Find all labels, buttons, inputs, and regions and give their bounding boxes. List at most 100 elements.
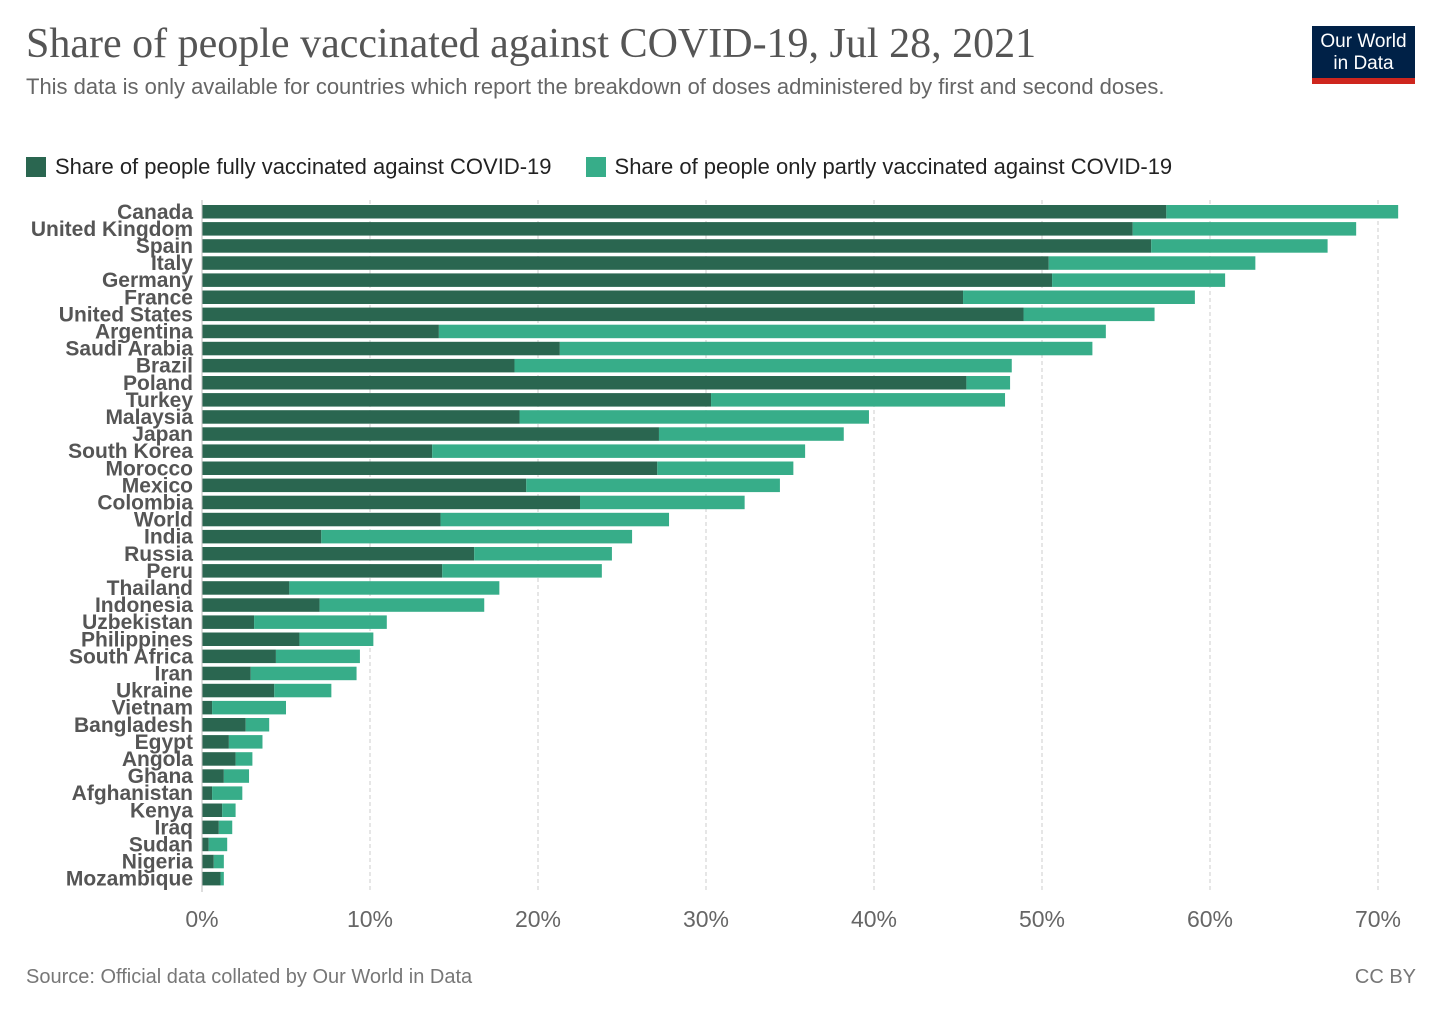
legend-swatch-partly bbox=[585, 157, 606, 177]
bar-fully bbox=[202, 649, 276, 664]
category-label: Philippines bbox=[81, 628, 193, 651]
bar-fully bbox=[202, 581, 290, 595]
legend-item-fully[interactable]: Share of people fully vaccinated against… bbox=[26, 154, 552, 180]
bar-partly bbox=[228, 735, 263, 749]
bar-partly bbox=[432, 444, 806, 458]
x-tick-label: 30% bbox=[683, 906, 729, 932]
legend-label-fully: Share of people fully vaccinated against… bbox=[55, 154, 552, 179]
bar-partly bbox=[440, 512, 670, 527]
category-label: Mozambique bbox=[66, 868, 193, 891]
category-label: India bbox=[144, 526, 193, 549]
category-label: Germany bbox=[102, 269, 193, 292]
bar-partly bbox=[711, 393, 1006, 407]
x-tick-label: 20% bbox=[515, 906, 561, 932]
bar-partly bbox=[1166, 205, 1399, 219]
bar-fully bbox=[202, 410, 520, 424]
x-tick-label: 10% bbox=[347, 906, 393, 932]
bar-partly bbox=[220, 871, 224, 886]
bar-partly bbox=[254, 615, 387, 629]
chart-subtitle: This data is only available for countrie… bbox=[26, 74, 1165, 99]
category-label: Iran bbox=[154, 662, 193, 685]
bar-fully bbox=[202, 752, 236, 766]
bar-partly bbox=[1023, 307, 1155, 322]
bar-partly bbox=[658, 427, 844, 441]
bar-partly bbox=[223, 769, 250, 783]
x-tick-label: 60% bbox=[1187, 906, 1233, 932]
bar-partly bbox=[963, 290, 1195, 304]
logo-line-2: in Data bbox=[1333, 53, 1394, 74]
bar-fully bbox=[202, 564, 443, 578]
bar-fully bbox=[202, 256, 1049, 270]
category-label: Peru bbox=[146, 560, 193, 583]
bar-partly bbox=[1132, 222, 1357, 236]
bar-partly bbox=[1048, 256, 1256, 270]
category-label: Poland bbox=[123, 372, 193, 395]
x-tick-label: 70% bbox=[1355, 906, 1401, 932]
bar-fully bbox=[202, 376, 967, 390]
bar-fully bbox=[202, 290, 964, 304]
legend: Share of people fully vaccinated against… bbox=[26, 152, 1206, 182]
bar-partly bbox=[235, 752, 253, 766]
bar-fully bbox=[202, 427, 659, 441]
bar-fully bbox=[202, 837, 209, 852]
category-label: South Africa bbox=[69, 645, 193, 668]
category-label: Nigeria bbox=[122, 851, 194, 874]
category-label: Turkey bbox=[126, 389, 194, 412]
bar-fully bbox=[202, 341, 560, 356]
bar-fully bbox=[202, 683, 275, 698]
category-label: Vietnam bbox=[112, 697, 193, 720]
x-tick-label: 50% bbox=[1019, 906, 1065, 932]
bar-fully bbox=[202, 854, 214, 869]
bar-partly bbox=[212, 700, 286, 715]
bar-fully bbox=[202, 205, 1167, 219]
bar-fully bbox=[202, 273, 1053, 287]
category-label: Canada bbox=[117, 201, 193, 224]
bar-fully bbox=[202, 478, 527, 493]
bar-partly bbox=[514, 358, 1012, 373]
category-label: Italy bbox=[151, 252, 193, 275]
category-label: United States bbox=[59, 303, 193, 326]
category-label: Argentina bbox=[95, 320, 193, 343]
category-label: Morocco bbox=[105, 457, 193, 480]
owid-logo[interactable]: Our World in Data bbox=[1312, 26, 1415, 84]
license-link[interactable]: CC BY bbox=[1354, 966, 1416, 988]
bar-partly bbox=[526, 478, 780, 493]
category-label: Saudi Arabia bbox=[65, 338, 193, 361]
bar-partly bbox=[319, 598, 485, 612]
bar-partly bbox=[289, 581, 500, 595]
category-label: South Korea bbox=[68, 440, 193, 463]
bar-partly bbox=[657, 461, 794, 475]
bar-fully bbox=[202, 307, 1024, 322]
bar-partly bbox=[321, 529, 633, 544]
category-label: Colombia bbox=[97, 491, 193, 514]
bar-fully bbox=[202, 239, 1152, 253]
bar-fully bbox=[202, 324, 439, 339]
bar-fully bbox=[202, 803, 223, 817]
bar-fully bbox=[202, 495, 580, 510]
bar-partly bbox=[299, 632, 374, 646]
bar-fully bbox=[202, 871, 221, 886]
category-label: World bbox=[134, 509, 193, 532]
category-label: Ukraine bbox=[116, 680, 193, 703]
legend-item-partly[interactable]: Share of people only partly vaccinated a… bbox=[585, 154, 1172, 180]
bar-partly bbox=[274, 683, 332, 698]
category-label: Egypt bbox=[135, 731, 193, 754]
bar-fully bbox=[202, 666, 251, 681]
x-tick-label: 40% bbox=[851, 906, 897, 932]
bar-fully bbox=[202, 444, 433, 458]
bar-partly bbox=[580, 495, 745, 510]
bar-partly bbox=[438, 324, 1106, 339]
category-label: Russia bbox=[124, 543, 193, 566]
category-label: Japan bbox=[132, 423, 193, 446]
source-note: Source: Official data collated by Our Wo… bbox=[26, 966, 473, 988]
bar-partly bbox=[1052, 273, 1226, 287]
bar-fully bbox=[202, 615, 255, 629]
category-label: Malaysia bbox=[105, 406, 193, 429]
bar-partly bbox=[208, 837, 228, 852]
category-label: Mexico bbox=[122, 474, 193, 497]
legend-swatch-fully bbox=[26, 157, 46, 177]
bar-fully bbox=[202, 598, 320, 612]
bar-fully bbox=[202, 222, 1133, 236]
bar-partly bbox=[966, 376, 1011, 390]
